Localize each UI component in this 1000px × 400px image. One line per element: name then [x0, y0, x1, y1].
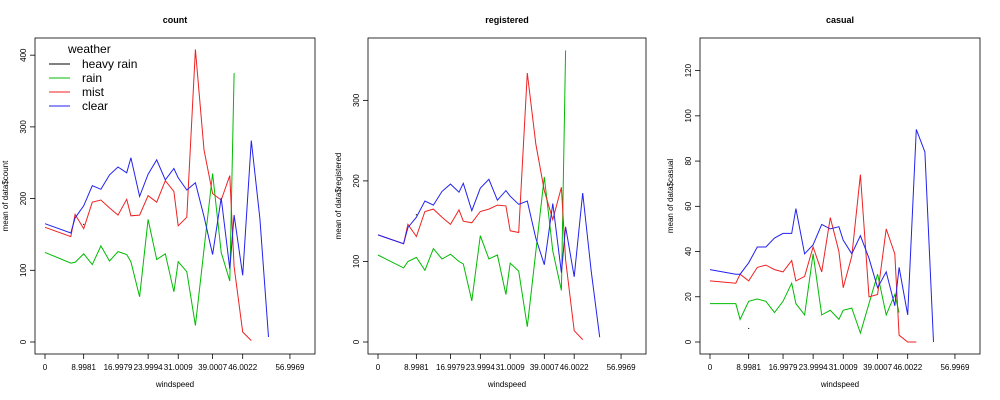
- series-line-clear: [44, 140, 269, 338]
- chart-title: registered: [485, 15, 529, 25]
- x-tick-label: 56.9969: [940, 363, 969, 372]
- y-tick-label: 40: [684, 247, 693, 256]
- x-tick-label: 8.9981: [404, 363, 429, 372]
- x-tick-label: 46.0022: [560, 363, 589, 372]
- x-tick-label: 31.0009: [496, 363, 525, 372]
- series-line-rain: [710, 253, 900, 335]
- x-tick-label: 16.9979: [769, 363, 798, 372]
- y-tick-label: 100: [19, 263, 28, 277]
- y-tick-label: 100: [352, 254, 361, 268]
- y-tick-label: 0: [684, 339, 693, 344]
- x-tick-label: 39.0007: [530, 363, 559, 372]
- legend-label: heavy rain: [82, 57, 137, 71]
- y-axis-label: mean of data$casual: [666, 159, 675, 233]
- plot-frame: [34, 37, 316, 355]
- y-tick-label: 0: [352, 339, 361, 344]
- series-line-rain: [44, 73, 235, 326]
- x-tick-label: 0: [43, 363, 48, 372]
- legend-label: mist: [82, 85, 105, 99]
- x-tick-label: 23.9994: [799, 363, 828, 372]
- chart-title: count: [163, 15, 188, 25]
- series-point-heavy-rain: [83, 223, 85, 225]
- x-tick-label: 46.0022: [893, 363, 922, 372]
- x-tick-label: 0: [708, 363, 713, 372]
- y-tick-label: 100: [684, 109, 693, 123]
- y-tick-label: 120: [684, 63, 693, 77]
- chart-panel-count: count 0 8.9981 16.9979 23.9994 31.0009 39.0007…: [1, 15, 316, 389]
- x-tick-label: 16.9979: [104, 363, 133, 372]
- series-line-rain: [377, 50, 567, 327]
- y-tick-label: 0: [19, 339, 28, 344]
- x-tick-label: 39.0007: [863, 363, 892, 372]
- x-tick-label: 8.9981: [71, 363, 96, 372]
- x-tick-label: 0: [376, 363, 381, 372]
- y-tick-label: 300: [19, 120, 28, 134]
- y-tick-label: 400: [19, 48, 28, 62]
- y-tick-label: 300: [352, 93, 361, 107]
- x-tick-label: 56.9969: [275, 363, 304, 372]
- chart-panel-registered: registered 0 8.9981 16.9979 23.9994 31.0009 39…: [334, 15, 647, 389]
- y-axis-label: mean of data$count: [1, 160, 10, 231]
- series-line-mist: [709, 174, 917, 343]
- x-tick-label: 23.9994: [466, 363, 495, 372]
- y-axis-label: mean of data$registered: [334, 153, 343, 240]
- y-tick-label: 60: [684, 201, 693, 210]
- y-tick-label: 20: [684, 292, 693, 301]
- legend-label: rain: [82, 71, 102, 85]
- x-axis-label: windspeed: [155, 380, 194, 389]
- x-tick-label: 31.0009: [164, 363, 193, 372]
- x-tick-label: 56.9969: [607, 363, 636, 372]
- series-line-mist: [44, 49, 252, 341]
- legend-label: clear: [82, 99, 108, 113]
- y-tick-label: 200: [352, 174, 361, 188]
- x-tick-label: 8.9981: [736, 363, 761, 372]
- x-axis-label: windspeed: [487, 380, 526, 389]
- x-tick-label: 23.9994: [134, 363, 163, 372]
- plot-frame: [699, 37, 981, 355]
- series-line-clear: [709, 129, 934, 343]
- x-tick-label: 39.0007: [198, 363, 227, 372]
- y-tick-label: 80: [684, 156, 693, 165]
- legend-title: weather: [67, 42, 111, 56]
- x-tick-label: 16.9979: [436, 363, 465, 372]
- series-line-clear: [377, 178, 601, 338]
- x-tick-label: 31.0009: [829, 363, 858, 372]
- series-point-heavy-rain: [748, 327, 750, 330]
- chart-title: casual: [826, 15, 854, 25]
- x-axis-label: windspeed: [820, 380, 859, 389]
- chart-panel-casual: casual 0 8.9981 16.9979 23.9994 31.0009 39.000…: [666, 15, 981, 389]
- series-point-heavy-rain: [415, 214, 417, 216]
- plot-frame: [367, 37, 647, 355]
- series-line-mist: [377, 72, 584, 340]
- y-tick-label: 200: [19, 191, 28, 205]
- x-tick-label: 46.0022: [228, 363, 257, 372]
